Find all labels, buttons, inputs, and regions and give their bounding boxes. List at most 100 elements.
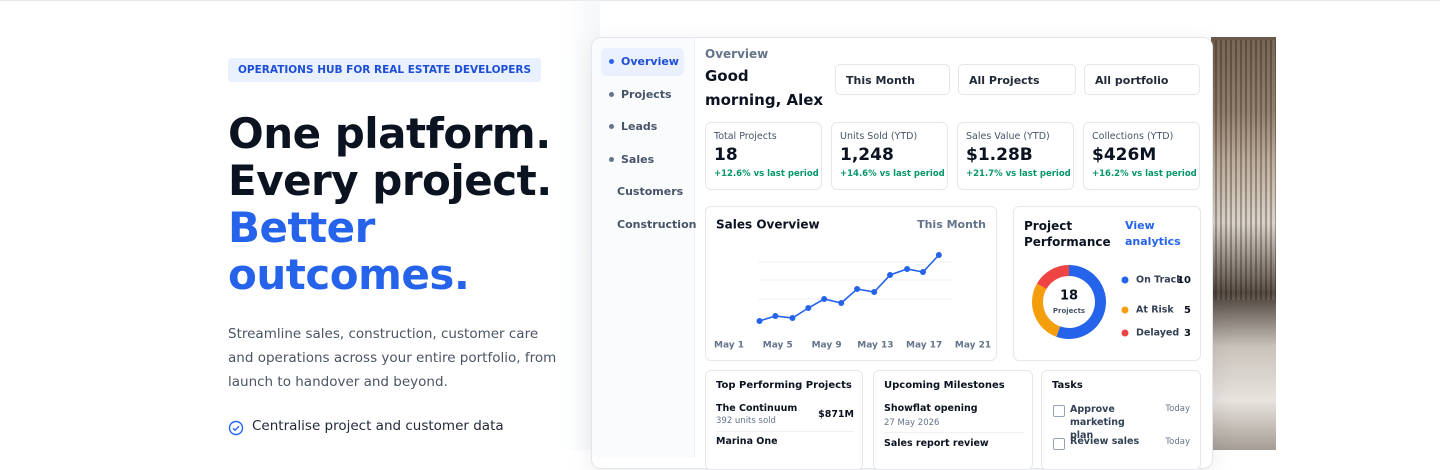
line-point bbox=[871, 289, 878, 295]
nav-dot bbox=[609, 92, 614, 97]
description: Streamline sales, construction, customer… bbox=[228, 326, 557, 390]
filter-label: All Projects bbox=[969, 74, 1040, 87]
kpi-label: Units Sold (YTD) bbox=[840, 131, 918, 142]
headline: One platform. bbox=[228, 109, 551, 158]
task-checkbox[interactable] bbox=[1053, 438, 1065, 450]
separator bbox=[716, 431, 854, 432]
nav-label: Projects bbox=[621, 88, 672, 101]
panel-title: Top Performing Projects bbox=[716, 380, 852, 391]
milestone-name: Sales report review bbox=[884, 438, 989, 449]
nav-label: Overview bbox=[621, 55, 679, 68]
donut-segment bbox=[1036, 265, 1070, 290]
section-label: Overview bbox=[705, 47, 769, 61]
project-value: $871M bbox=[818, 409, 854, 420]
donut-total: 18 bbox=[1060, 289, 1078, 304]
kpi-value: $426M bbox=[1092, 145, 1157, 165]
legend-value: 5 bbox=[1184, 305, 1191, 316]
chart-title: Sales Overview bbox=[716, 218, 820, 232]
kpi-value: 18 bbox=[714, 145, 738, 165]
kpi-card: Collections (YTD) $426M +16.2% vs last per… bbox=[1083, 122, 1200, 190]
nav-item[interactable]: Sales bbox=[601, 146, 684, 174]
view-analytics-link[interactable]: View analytics bbox=[1125, 219, 1181, 248]
task-due: Today bbox=[1165, 437, 1190, 447]
kpi-label: Collections (YTD) bbox=[1092, 131, 1174, 142]
performance-card: 18 Projects On Track 10 At Risk 5 Delayed 3 Pro… bbox=[1013, 206, 1201, 361]
line-point bbox=[805, 305, 812, 311]
kpi-card: Units Sold (YTD) 1,248 +14.6% vs last peri… bbox=[831, 122, 948, 190]
legend-value: 3 bbox=[1184, 328, 1191, 339]
chart-title: Project Performance bbox=[1024, 219, 1111, 249]
nav-item[interactable]: Customers bbox=[601, 178, 684, 206]
line-point bbox=[887, 272, 894, 278]
task-text: Approve marketing plan bbox=[1070, 404, 1125, 441]
headline: Every project. bbox=[228, 156, 552, 205]
kpi-change: +16.2% vs last period bbox=[1092, 169, 1197, 179]
top-border bbox=[0, 0, 1440, 1]
feature: Centralise project and customer data bbox=[252, 418, 504, 434]
greeting: Good morning, Alex bbox=[705, 67, 824, 109]
line-point bbox=[821, 296, 828, 302]
line-point bbox=[919, 269, 926, 275]
line-point bbox=[935, 252, 942, 258]
x-tick-label: May 1 bbox=[714, 341, 744, 351]
nav-dot bbox=[609, 59, 614, 64]
kpi-value: $1.28B bbox=[966, 145, 1033, 165]
legend-label: At Risk bbox=[1136, 305, 1174, 316]
nav-item[interactable]: Overview bbox=[601, 48, 684, 76]
photo-texture bbox=[1215, 40, 1276, 300]
milestones-card: Upcoming Milestones Showflat opening 27 … bbox=[873, 370, 1033, 470]
nav-label: Construction bbox=[617, 218, 697, 231]
donut-segment bbox=[1056, 265, 1106, 339]
kpi-card: Sales Value (YTD) $1.28B +21.7% vs last pe… bbox=[957, 122, 1074, 190]
legend-dot bbox=[1121, 276, 1129, 284]
x-tick-label: May 9 bbox=[812, 341, 842, 351]
nav-dot bbox=[609, 157, 614, 162]
task-due: Today bbox=[1165, 404, 1190, 414]
milestone-date: 27 May 2026 bbox=[884, 418, 940, 428]
line-point bbox=[904, 266, 911, 272]
line-chart: Sales Overview This Month May 1 May 5 May … bbox=[714, 218, 991, 351]
nav-label: Sales bbox=[621, 153, 655, 166]
headline-accent: Better bbox=[228, 203, 375, 252]
filter-label: All portfolio bbox=[1095, 74, 1169, 87]
x-tick-label: May 21 bbox=[955, 341, 991, 351]
kpi-value: 1,248 bbox=[840, 145, 894, 165]
kpi-change: +14.6% vs last period bbox=[840, 169, 945, 179]
legend-dot bbox=[1121, 306, 1129, 314]
filter-dropdown[interactable]: All Projects bbox=[958, 64, 1076, 95]
separator bbox=[884, 432, 1024, 433]
legend-label: Delayed bbox=[1136, 328, 1179, 339]
project-detail: 392 units sold bbox=[716, 416, 776, 426]
photo bbox=[1211, 37, 1276, 450]
panel-title: Tasks bbox=[1052, 380, 1083, 391]
panel-title: Upcoming Milestones bbox=[884, 380, 1005, 391]
nav-item[interactable]: Projects bbox=[601, 81, 684, 109]
nav-item[interactable]: Leads bbox=[601, 113, 684, 141]
line-point bbox=[756, 318, 763, 324]
x-tick-label: May 13 bbox=[857, 341, 893, 351]
chart-subtitle: This Month bbox=[917, 218, 986, 231]
project-name: Marina One bbox=[716, 436, 778, 447]
x-tick-label: May 17 bbox=[906, 341, 942, 351]
sales-card: Sales Overview This Month May 1 May 5 May … bbox=[705, 206, 997, 361]
legend-value: 10 bbox=[1177, 275, 1191, 286]
task-text: Review sales bbox=[1070, 436, 1140, 447]
nav-label: Leads bbox=[621, 120, 658, 133]
legend-label: On Track bbox=[1136, 275, 1183, 286]
kpi-card: Total Projects 18 +12.6% vs last period bbox=[705, 122, 822, 190]
legend-dot bbox=[1121, 329, 1129, 337]
milestone-name: Showflat opening bbox=[884, 403, 978, 414]
filter-dropdown[interactable]: All portfolio bbox=[1084, 64, 1200, 95]
check-icon bbox=[228, 420, 244, 436]
filter-dropdown[interactable]: This Month bbox=[835, 64, 950, 95]
line-point bbox=[789, 315, 796, 321]
kpi-change: +12.6% vs last period bbox=[714, 169, 819, 179]
nav-label: Customers bbox=[617, 185, 684, 198]
donut-segment bbox=[1032, 283, 1061, 337]
kpi-label: Total Projects bbox=[714, 131, 777, 142]
task-checkbox[interactable] bbox=[1053, 405, 1065, 417]
line-point bbox=[772, 313, 779, 319]
nav-item[interactable]: Construction bbox=[601, 211, 696, 239]
